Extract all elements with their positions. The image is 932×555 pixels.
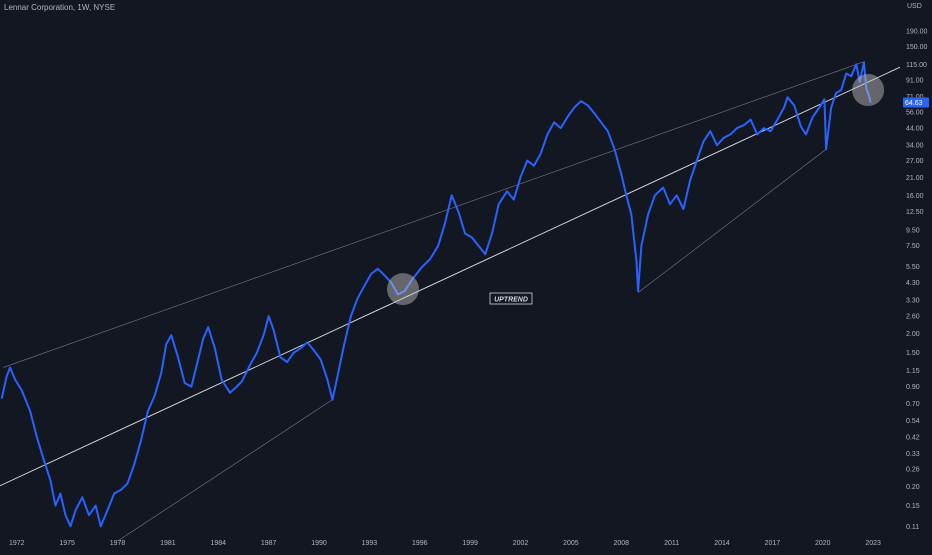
x-tick-label: 2020 bbox=[815, 540, 831, 547]
highlight-circle-2022 bbox=[852, 74, 885, 107]
y-axis: 190.00 150.00 115.00 91.00 71.00 56.00 44.00 34… bbox=[903, 28, 929, 531]
y-tick-label: 21.00 bbox=[906, 175, 924, 182]
x-tick-label: 1993 bbox=[362, 540, 378, 547]
y-tick-label: 0.70 bbox=[906, 401, 920, 408]
x-tick-label: 2017 bbox=[765, 540, 781, 547]
price-line bbox=[0, 61, 872, 528]
y-tick-label: 7.50 bbox=[906, 243, 920, 250]
x-tick-label: 2011 bbox=[664, 540, 679, 547]
x-tick-label: 1987 bbox=[261, 540, 277, 547]
y-tick-label: 56.00 bbox=[906, 110, 924, 117]
highlight-circle-1995 bbox=[386, 273, 419, 306]
trendline-lower-2 bbox=[637, 149, 827, 293]
trendlines bbox=[0, 61, 901, 542]
x-tick-label: 1978 bbox=[110, 540, 126, 547]
x-tick-label: 1972 bbox=[9, 540, 25, 547]
uptrend-label-box bbox=[489, 292, 533, 305]
y-tick-label: 12.50 bbox=[906, 209, 924, 216]
x-tick-label: 1975 bbox=[59, 540, 75, 547]
y-tick-label: 91.00 bbox=[906, 77, 924, 84]
y-tick-label: 0.42 bbox=[906, 435, 920, 442]
y-tick-label: 0.11 bbox=[906, 524, 919, 531]
trendline-upper bbox=[3, 61, 865, 368]
x-axis: 1972 1975 1978 1981 1984 1987 1990 1993 1996 1999… bbox=[9, 540, 881, 547]
x-tick-label: 1981 bbox=[160, 540, 176, 547]
y-tick-label: 1.15 bbox=[906, 368, 920, 375]
price-series bbox=[0, 61, 872, 528]
y-tick-label: 2.60 bbox=[906, 314, 920, 321]
x-tick-label: 2005 bbox=[563, 540, 579, 547]
y-tick-label: 16.00 bbox=[906, 193, 924, 200]
trendline-main bbox=[0, 66, 901, 487]
trendline-lower-1 bbox=[117, 399, 333, 542]
y-tick-label: 150.00 bbox=[906, 44, 928, 51]
y-tick-label: 115.00 bbox=[906, 62, 927, 69]
y-tick-label: 3.30 bbox=[906, 298, 920, 305]
y-tick-label: 0.15 bbox=[906, 503, 920, 510]
y-tick-label: 44.00 bbox=[906, 126, 924, 133]
y-tick-label: 0.26 bbox=[906, 467, 920, 474]
last-price-label: 64.63 bbox=[905, 100, 923, 107]
y-tick-label: 1.50 bbox=[906, 350, 920, 357]
symbol-title: Lennar Corporation, 1W, NYSE bbox=[4, 3, 116, 12]
x-tick-label: 1996 bbox=[412, 540, 428, 547]
y-tick-label: 2.00 bbox=[906, 331, 920, 338]
y-tick-label: 0.20 bbox=[906, 484, 920, 491]
x-tick-label: 1990 bbox=[311, 540, 327, 547]
annotations: UPTREND bbox=[489, 292, 533, 305]
y-tick-label: 4.30 bbox=[906, 280, 920, 287]
highlight-circles bbox=[386, 74, 885, 306]
y-tick-label: 0.54 bbox=[906, 418, 920, 425]
y-tick-label: 9.50 bbox=[906, 227, 920, 234]
x-tick-label: 2023 bbox=[865, 540, 881, 547]
x-tick-label: 2002 bbox=[513, 540, 529, 547]
x-tick-label: 2014 bbox=[714, 540, 730, 547]
y-tick-label: 190.00 bbox=[906, 28, 928, 35]
y-tick-label: 34.00 bbox=[906, 143, 924, 150]
uptrend-label: UPTREND bbox=[494, 296, 528, 303]
x-tick-label: 1984 bbox=[210, 540, 226, 547]
y-tick-label: 0.90 bbox=[906, 384, 920, 391]
y-tick-label: 27.00 bbox=[906, 158, 924, 165]
currency-label: USD bbox=[907, 3, 922, 10]
y-tick-label: 0.33 bbox=[906, 451, 920, 458]
x-tick-label: 1999 bbox=[462, 540, 478, 547]
last-price-tag bbox=[903, 97, 929, 108]
x-tick-label: 2008 bbox=[613, 540, 629, 547]
y-tick-label: 5.50 bbox=[906, 264, 920, 271]
y-tick-label: 71.00 bbox=[906, 94, 924, 101]
